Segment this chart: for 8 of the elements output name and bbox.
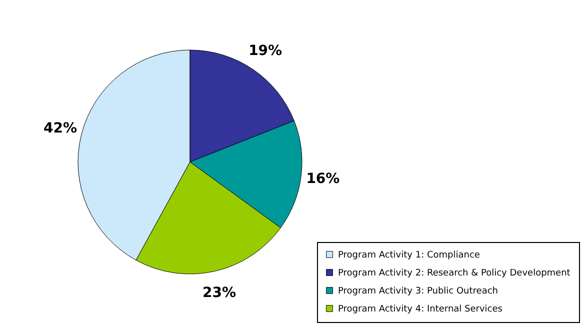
data-label: 23%	[202, 284, 236, 301]
legend-label: Program Activity 2: Research & Policy Development	[338, 268, 571, 278]
legend-label: Program Activity 1: Compliance	[338, 250, 480, 260]
legend-label: Program Activity 4: Internal Services	[338, 304, 503, 314]
legend-label: Program Activity 3: Public Outreach	[338, 286, 498, 296]
data-label: 42%	[43, 120, 77, 137]
data-label: 19%	[248, 43, 282, 60]
data-label: 16%	[306, 170, 340, 187]
